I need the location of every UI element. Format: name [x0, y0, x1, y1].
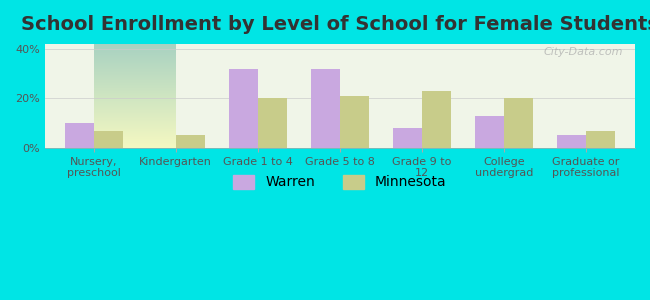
Bar — [94, 130, 122, 148]
Bar — [475, 116, 504, 148]
Legend: Warren, Minnesota: Warren, Minnesota — [227, 169, 452, 195]
Bar — [393, 128, 422, 148]
Bar — [311, 69, 340, 148]
Bar — [504, 98, 532, 148]
Bar — [422, 91, 450, 148]
Bar — [229, 69, 258, 148]
Bar — [176, 136, 205, 148]
Bar — [65, 123, 94, 148]
Bar — [586, 130, 614, 148]
Bar — [340, 96, 369, 148]
Bar — [557, 136, 586, 148]
Bar — [258, 98, 287, 148]
Title: School Enrollment by Level of School for Female Students: School Enrollment by Level of School for… — [21, 15, 650, 34]
Text: City-Data.com: City-Data.com — [543, 47, 623, 57]
